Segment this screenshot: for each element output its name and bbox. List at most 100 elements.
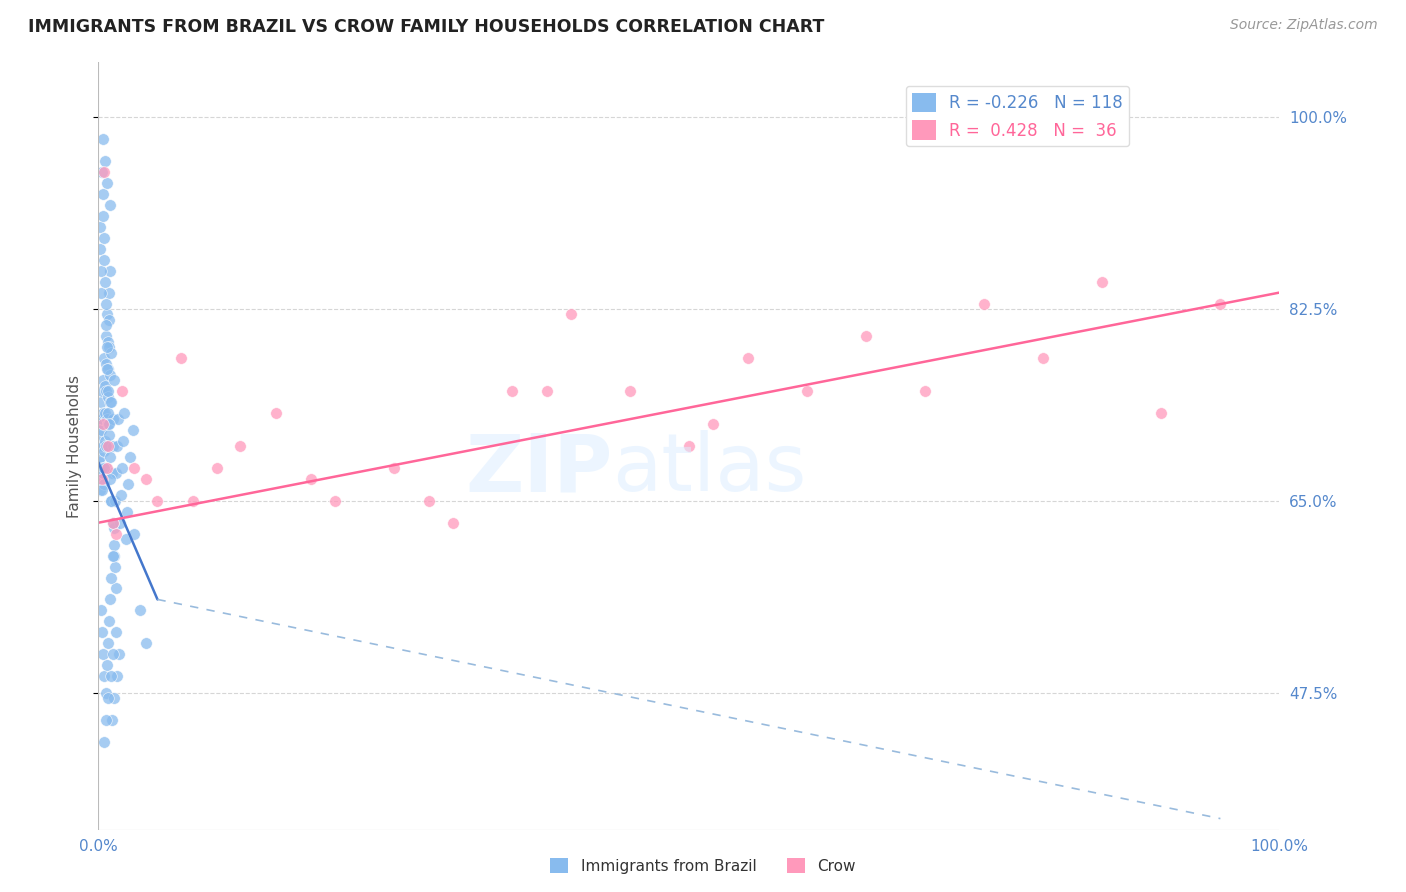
Point — [103, 538, 125, 552]
Point — [97, 362, 120, 376]
Point — [90, 483, 112, 497]
Point — [98, 368, 121, 382]
Text: ZIP: ZIP — [465, 430, 612, 508]
Point — [93, 444, 115, 458]
Point — [97, 691, 120, 706]
Point — [91, 406, 114, 420]
Point — [91, 384, 114, 399]
Point — [94, 275, 117, 289]
Text: IMMIGRANTS FROM BRAZIL VS CROW FAMILY HOUSEHOLDS CORRELATION CHART: IMMIGRANTS FROM BRAZIL VS CROW FAMILY HO… — [28, 18, 824, 36]
Point — [97, 390, 120, 404]
Point — [105, 582, 128, 596]
Point — [93, 165, 115, 179]
Point — [98, 395, 121, 409]
Point — [170, 351, 193, 366]
Point — [229, 439, 252, 453]
Point — [90, 395, 112, 409]
Point — [93, 477, 115, 491]
Point — [94, 329, 117, 343]
Point — [97, 439, 120, 453]
Point — [135, 636, 157, 650]
Point — [737, 351, 759, 366]
Point — [103, 647, 125, 661]
Point — [91, 417, 114, 431]
Point — [93, 461, 115, 475]
Text: atlas: atlas — [612, 430, 807, 508]
Point — [97, 417, 120, 431]
Text: Source: ZipAtlas.com: Source: ZipAtlas.com — [1230, 18, 1378, 32]
Point — [97, 285, 120, 300]
Point — [97, 406, 120, 420]
Point — [89, 219, 111, 234]
Point — [100, 346, 122, 360]
Point — [111, 384, 134, 399]
Point — [1032, 351, 1054, 366]
Point — [323, 493, 346, 508]
Point — [91, 209, 114, 223]
Point — [98, 340, 121, 354]
Point — [120, 450, 142, 464]
Point — [914, 384, 936, 399]
Point — [103, 549, 125, 563]
Point — [98, 472, 121, 486]
Point — [96, 658, 118, 673]
Point — [103, 373, 125, 387]
Point — [181, 493, 204, 508]
Y-axis label: Family Households: Family Households — [67, 375, 83, 517]
Point — [112, 406, 135, 420]
Point — [94, 296, 117, 310]
Point — [94, 318, 117, 333]
Point — [94, 434, 117, 448]
Point — [100, 395, 122, 409]
Point — [90, 423, 112, 437]
Point — [94, 154, 117, 169]
Point — [98, 592, 121, 607]
Point — [94, 685, 117, 699]
Point — [97, 334, 120, 349]
Point — [97, 384, 120, 399]
Point — [96, 461, 118, 475]
Point — [93, 373, 115, 387]
Point — [101, 549, 124, 563]
Point — [855, 329, 877, 343]
Point — [96, 340, 118, 354]
Point — [93, 735, 115, 749]
Point — [96, 308, 118, 322]
Point — [89, 417, 111, 431]
Point — [1091, 275, 1114, 289]
Point — [90, 461, 112, 475]
Point — [94, 406, 117, 420]
Point — [104, 559, 127, 574]
Point — [103, 521, 125, 535]
Point — [96, 384, 118, 399]
Point — [299, 472, 322, 486]
Point — [91, 411, 114, 425]
Point — [94, 357, 117, 371]
Point — [101, 467, 124, 481]
Point — [96, 439, 118, 453]
Point — [108, 647, 131, 661]
Point — [105, 526, 128, 541]
Point — [100, 570, 122, 584]
Point — [1150, 406, 1173, 420]
Point — [93, 252, 115, 267]
Point — [97, 417, 120, 431]
Point — [104, 625, 127, 640]
Point — [98, 313, 121, 327]
Point — [100, 493, 122, 508]
Point — [536, 384, 558, 399]
Point — [90, 439, 112, 453]
Point — [89, 242, 111, 256]
Point — [796, 384, 818, 399]
Point — [91, 625, 114, 640]
Point — [103, 691, 125, 706]
Point — [382, 461, 405, 475]
Point — [501, 384, 523, 399]
Point — [121, 423, 143, 437]
Point — [96, 439, 118, 453]
Point — [678, 439, 700, 453]
Point — [98, 615, 121, 629]
Point — [107, 411, 129, 425]
Point — [1209, 296, 1232, 310]
Point — [93, 231, 115, 245]
